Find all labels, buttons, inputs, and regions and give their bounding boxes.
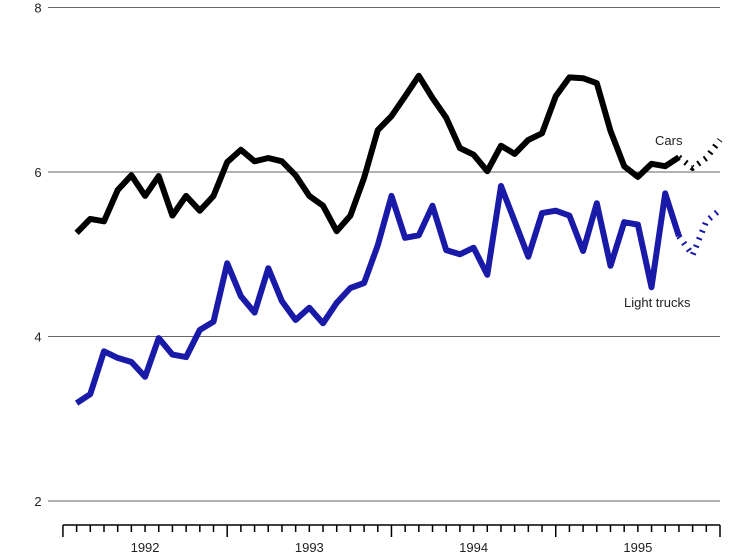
series-line <box>74 72 681 235</box>
y-tick-label: 2 <box>34 494 41 509</box>
y-tick-label: 8 <box>34 1 41 16</box>
series-line <box>74 183 682 406</box>
y-tick-label: 4 <box>34 330 41 345</box>
y-tick-label: 6 <box>34 165 41 180</box>
x-tick-label: 1994 <box>459 540 488 555</box>
x-tick-label: 1993 <box>295 540 324 555</box>
annotation: Light trucks <box>624 295 691 310</box>
annotation: Cars <box>655 133 683 148</box>
x-tick-label: 1995 <box>623 540 652 555</box>
forecast-line <box>677 138 723 171</box>
forecast-line <box>676 207 722 259</box>
x-tick-label: 1992 <box>131 540 160 555</box>
